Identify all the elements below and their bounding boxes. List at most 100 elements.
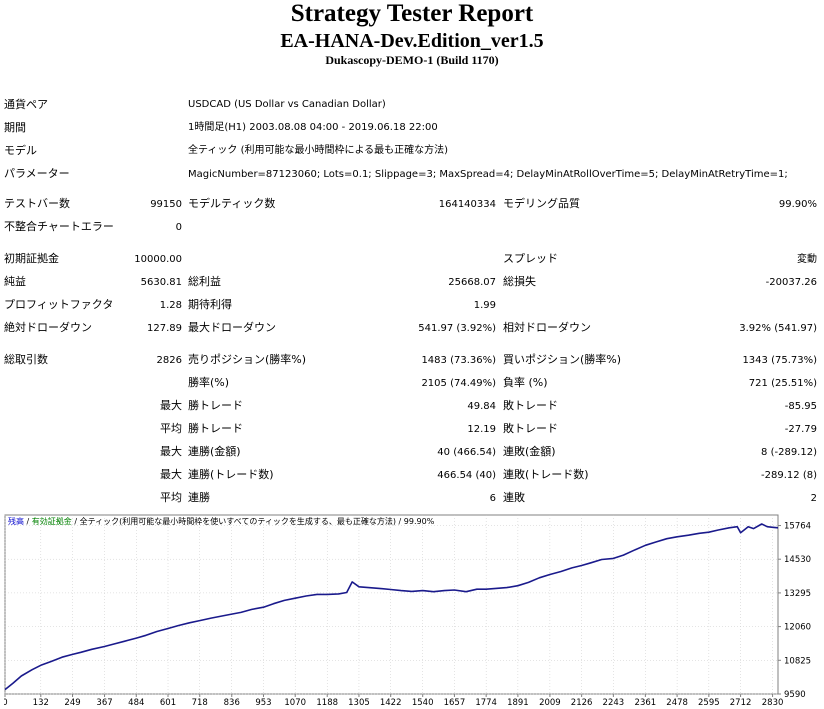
max-consecutive-wins-money-label: 連勝(金額) — [188, 445, 241, 458]
max-consecutive-wins-count-value: 466.54 (40) — [437, 470, 496, 481]
x-tick-label: 1422 — [380, 698, 402, 706]
period-value: 1時間足(H1) 2003.08.08 04:00 - 2019.06.18 2… — [188, 122, 438, 133]
average-prefix: 平均 — [160, 422, 182, 435]
x-tick-label: 2478 — [666, 698, 688, 706]
x-tick-label: 1891 — [507, 698, 529, 706]
legend-separator: / — [398, 517, 402, 526]
y-tick-label: 12060 — [784, 623, 811, 633]
gross-loss-label: 総損失 — [503, 275, 536, 288]
plot-area — [4, 514, 779, 695]
modeling-quality-value: 99.90% — [778, 199, 817, 210]
test-bars-label: テストバー数 — [4, 197, 70, 210]
x-tick-label: 1774 — [475, 698, 497, 706]
largest-prefix-2: 最大 — [160, 445, 182, 458]
average-prefix-2: 平均 — [160, 491, 182, 504]
average-consecutive-losses-value: 2 — [810, 493, 817, 504]
x-tick-label: 1070 — [284, 698, 306, 706]
net-profit-label: 純益 — [4, 275, 26, 288]
total-trades-value: 2826 — [156, 355, 182, 366]
legend-model-note: 全ティック(利用可能な最小時間枠を使いすべてのティックを生成する、最も正確な方法… — [79, 517, 396, 526]
average-consecutive-wins-value: 6 — [489, 493, 496, 504]
x-tick-label: 0 — [4, 698, 8, 706]
model-value: 全ティック (利用可能な最小時間枠による最も正確な方法) — [188, 145, 449, 156]
x-tick-label: 2009 — [539, 698, 561, 706]
absolute-drawdown-value: 127.89 — [147, 323, 182, 334]
report-title: Strategy Tester Report — [290, 0, 534, 27]
server-info: Dukascopy-DEMO-1 (Build 1170) — [325, 53, 499, 67]
profit-factor-label: プロフィットファクタ — [4, 298, 114, 311]
gross-loss-value: -20037.26 — [765, 277, 817, 288]
legend-separator: / — [26, 517, 30, 526]
largest-loss-trade-label: 敗トレード — [503, 399, 558, 412]
balance-chart: 0 132 249 367 484 601 718 836 953 1070 1188 1305 142… — [4, 514, 820, 706]
x-tick-label: 1188 — [316, 698, 338, 706]
loss-trades-label: 負率 (%) — [503, 376, 548, 389]
max-consecutive-losses-count-value: -289.12 (8) — [761, 470, 817, 481]
profit-factor-value: 1.28 — [159, 300, 182, 311]
spread-label: スプレッド — [503, 252, 558, 265]
profit-trades-label: 勝率(%) — [188, 376, 230, 389]
expected-payoff-label: 期待利得 — [188, 298, 232, 311]
x-tick-label: 2595 — [698, 698, 720, 706]
long-positions-value: 1343 (75.73%) — [742, 355, 817, 366]
x-tick-label: 1657 — [444, 698, 466, 706]
x-tick-label: 718 — [192, 698, 208, 706]
legend-quality: 99.90% — [403, 517, 435, 526]
symbol-value: USDCAD (US Dollar vs Canadian Dollar) — [188, 99, 386, 110]
average-consecutive-losses-label: 連敗 — [503, 491, 525, 504]
parameters-label: パラメーター — [4, 167, 70, 180]
relative-drawdown-value: 3.92% (541.97) — [739, 323, 817, 334]
legend-separator: / — [74, 517, 78, 526]
largest-prefix: 最大 — [160, 399, 182, 412]
x-tick-label: 953 — [255, 698, 271, 706]
max-consecutive-losses-count-label: 連敗(トレード数) — [503, 468, 589, 481]
y-tick-label: 9590 — [784, 690, 806, 700]
spread-value: 変動 — [797, 254, 817, 265]
balance-chart-svg: 0 132 249 367 484 601 718 836 953 1070 1188 1305 142… — [4, 514, 811, 706]
x-tick-label: 836 — [224, 698, 240, 706]
largest-loss-trade-value: -85.95 — [784, 401, 817, 412]
maximal-drawdown-label: 最大ドローダウン — [188, 321, 276, 334]
largest-prefix-3: 最大 — [160, 468, 182, 481]
ea-name: EA-HANA-Dev.Edition_ver1.5 — [280, 30, 544, 52]
largest-profit-trade-value: 49.84 — [467, 401, 496, 412]
x-tick-label: 1540 — [412, 698, 434, 706]
modeling-quality-label: モデリング品質 — [503, 197, 580, 210]
short-positions-value: 1483 (73.36%) — [421, 355, 496, 366]
net-profit-value: 5630.81 — [140, 277, 182, 288]
total-trades-label: 総取引数 — [4, 353, 48, 366]
y-tick-label: 15764 — [784, 522, 811, 532]
average-profit-trade-label: 勝トレード — [188, 422, 243, 435]
y-tick-label: 13295 — [784, 589, 811, 599]
max-consecutive-losses-money-label: 連敗(金額) — [503, 445, 556, 458]
average-profit-trade-value: 12.19 — [467, 424, 496, 435]
loss-trades-value: 721 (25.51%) — [748, 378, 817, 389]
expected-payoff-value: 1.99 — [473, 300, 496, 311]
initial-deposit-label: 初期証拠金 — [4, 252, 59, 265]
model-ticks-value: 164140334 — [438, 199, 496, 210]
gross-profit-value: 25668.07 — [448, 277, 496, 288]
x-tick-label: 2830 — [762, 698, 784, 706]
absolute-drawdown-label: 絶対ドローダウン — [4, 321, 92, 334]
chart-legend: 残高 / 有効証拠金 / 全ティック(利用可能な最小時間枠を使いすべてのティック… — [8, 516, 434, 527]
mismatch-errors-label: 不整合チャートエラー — [4, 220, 114, 233]
max-consecutive-losses-money-value: 8 (-289.12) — [761, 447, 817, 458]
mismatch-errors-value: 0 — [175, 222, 182, 233]
parameters-value: MagicNumber=87123060; Lots=0.1; Slippage… — [188, 169, 788, 180]
x-tick-label: 2361 — [635, 698, 657, 706]
x-tick-label: 601 — [160, 698, 176, 706]
x-tick-label: 2712 — [730, 698, 752, 706]
largest-profit-trade-label: 勝トレード — [188, 399, 243, 412]
average-consecutive-wins-label: 連勝 — [188, 491, 210, 504]
average-loss-trade-value: -27.79 — [784, 424, 817, 435]
symbol-label: 通貨ペア — [4, 98, 48, 111]
long-positions-label: 買いポジション(勝率%) — [503, 353, 622, 366]
average-loss-trade-label: 敗トレード — [503, 422, 558, 435]
balance-line — [4, 523, 779, 691]
legend-balance: 残高 — [8, 517, 24, 526]
x-tick-label: 249 — [64, 698, 80, 706]
y-tick-label: 14530 — [784, 555, 811, 565]
profit-trades-value: 2105 (74.49%) — [421, 378, 496, 389]
x-tick-label: 132 — [33, 698, 49, 706]
short-positions-label: 売りポジション(勝率%) — [188, 353, 307, 366]
